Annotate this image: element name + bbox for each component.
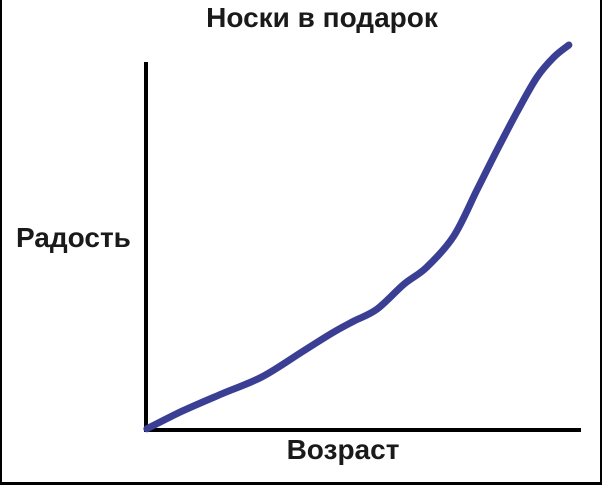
y-axis-label: Радость <box>16 222 131 253</box>
chart-title: Носки в подарок <box>206 2 438 33</box>
joy-curve <box>143 41 573 433</box>
x-axis-label: Возраст <box>286 434 400 465</box>
